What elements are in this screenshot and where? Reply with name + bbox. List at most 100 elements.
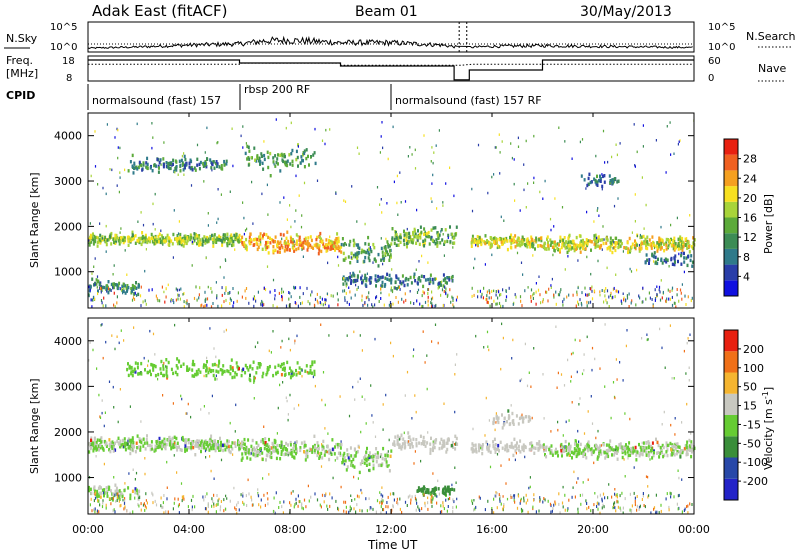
data-cell — [123, 507, 125, 511]
data-cell — [495, 412, 497, 415]
data-cell — [500, 240, 503, 244]
data-cell — [326, 450, 328, 454]
data-cell — [130, 447, 133, 451]
data-cell — [677, 507, 679, 511]
data-cell — [670, 153, 672, 156]
data-cell — [229, 364, 232, 369]
data-cell — [112, 449, 115, 453]
data-cell — [384, 247, 387, 251]
data-cell — [137, 503, 139, 507]
data-cell — [247, 438, 250, 442]
data-cell — [619, 142, 621, 145]
data-cell — [213, 233, 216, 237]
data-cell — [89, 285, 92, 289]
data-cell — [551, 245, 554, 249]
data-cell — [404, 394, 406, 397]
data-cell — [675, 446, 678, 450]
data-cell — [94, 489, 96, 493]
data-cell — [430, 436, 432, 440]
y-tick-label: 3000 — [54, 175, 82, 188]
data-cell — [356, 259, 359, 263]
data-cell — [169, 443, 172, 447]
data-cell — [116, 439, 119, 444]
data-cell — [317, 252, 320, 256]
data-cell — [107, 237, 110, 242]
data-cell — [412, 238, 415, 242]
data-cell — [574, 439, 577, 443]
data-cell — [594, 233, 597, 237]
data-cell — [679, 235, 682, 239]
data-cell — [154, 192, 156, 196]
data-cell — [127, 486, 130, 490]
data-cell — [218, 497, 220, 501]
data-cell — [492, 443, 495, 448]
data-cell — [599, 444, 602, 448]
data-cell — [114, 347, 116, 351]
data-cell — [418, 260, 420, 263]
data-cell — [529, 485, 531, 489]
data-cell — [645, 446, 648, 450]
data-cell — [193, 296, 196, 300]
data-cell — [504, 444, 507, 448]
data-cell — [444, 285, 446, 289]
data-cell — [227, 439, 230, 444]
data-cell — [618, 443, 621, 447]
data-cell — [354, 293, 356, 297]
data-cell — [195, 285, 197, 289]
data-cell — [423, 232, 426, 236]
data-cell — [427, 288, 430, 291]
data-cell — [479, 289, 481, 293]
data-cell — [632, 446, 635, 450]
data-cell — [456, 442, 459, 446]
data-cell — [94, 496, 97, 500]
data-cell — [272, 249, 275, 253]
data-cell — [177, 232, 180, 235]
data-cell — [159, 237, 162, 241]
data-cell — [155, 294, 157, 298]
data-cell — [380, 493, 382, 497]
data-cell — [114, 483, 117, 487]
data-cell — [640, 448, 643, 452]
data-cell — [198, 296, 200, 300]
data-cell — [671, 288, 673, 292]
data-cell — [403, 300, 405, 304]
data-cell — [567, 243, 570, 248]
data-cell — [427, 295, 429, 299]
data-cell — [185, 300, 187, 304]
data-cell — [177, 297, 179, 301]
data-cell — [448, 276, 450, 280]
data-cell — [237, 291, 239, 295]
data-cell — [119, 498, 121, 501]
data-cell — [451, 295, 453, 299]
data-cell — [393, 237, 396, 242]
data-cell — [193, 166, 196, 170]
data-cell — [526, 245, 529, 249]
data-cell — [486, 294, 488, 298]
data-cell — [587, 176, 590, 181]
data-cell — [690, 450, 693, 454]
data-cell — [367, 256, 370, 260]
data-cell — [614, 488, 616, 491]
data-cell — [413, 275, 416, 279]
data-cell — [361, 509, 363, 513]
data-cell — [673, 444, 676, 449]
data-cell — [397, 277, 400, 281]
data-cell — [348, 243, 351, 247]
data-cell — [520, 240, 523, 244]
data-cell — [499, 172, 501, 175]
data-cell — [550, 510, 552, 514]
data-cell — [345, 282, 348, 286]
data-cell — [359, 270, 361, 273]
data-cell — [556, 242, 559, 246]
data-cell — [129, 237, 132, 241]
data-cell — [364, 242, 367, 246]
data-cell — [206, 297, 209, 301]
data-cell — [207, 239, 210, 243]
data-cell — [527, 415, 530, 419]
data-cell — [678, 252, 680, 256]
data-cell — [639, 445, 642, 450]
y-tick-label: 2000 — [54, 220, 82, 233]
data-cell — [172, 298, 174, 302]
data-cell — [270, 351, 272, 354]
data-cell — [497, 296, 499, 300]
